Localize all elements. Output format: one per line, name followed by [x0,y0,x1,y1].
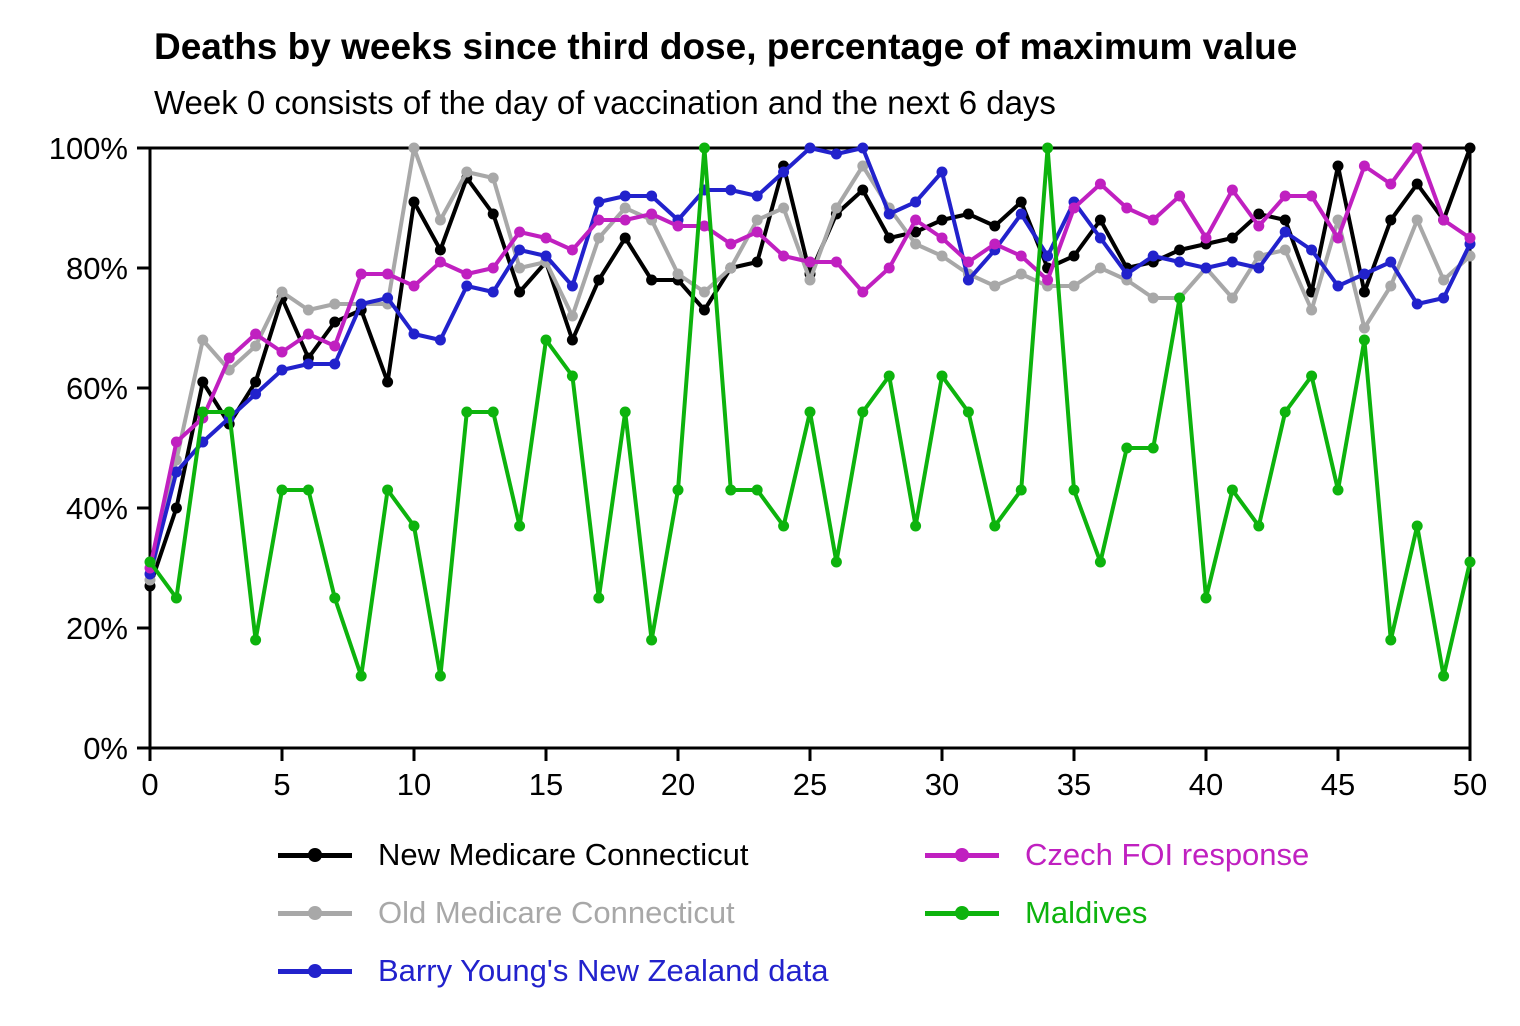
legend-label: Czech FOI response [1025,837,1310,872]
y-axis-tick-label: 40% [66,491,128,526]
y-axis-tick-label: 0% [83,731,128,766]
legend-label: Maldives [1025,895,1148,930]
legend-line-marker-icon [278,906,352,920]
y-axis-tick-label: 80% [66,251,128,286]
y-axis-tick-label: 20% [66,611,128,646]
x-axis-tick-label: 45 [1321,767,1355,802]
legend-line-marker-icon [925,906,999,920]
x-axis-tick-label: 25 [793,767,827,802]
x-axis-tick-label: 40 [1189,767,1223,802]
legend-item-czech-foi: Czech FOI response [925,826,1309,884]
x-axis-tick-label: 20 [661,767,695,802]
y-axis-tick-label: 60% [66,371,128,406]
x-axis-tick-label: 15 [529,767,563,802]
chart-subtitle: Week 0 consists of the day of vaccinatio… [154,84,1056,121]
line-chart-plot: 0% 20% 40% 60% 80% 100% 0 5 10 15 20 25 30 35 40 45 50 [49,131,1488,802]
x-axis-tick-label: 30 [925,767,959,802]
x-axis-tick-label: 5 [273,767,290,802]
x-axis-tick-label: 0 [141,767,158,802]
legend-line-marker-icon [278,848,352,862]
legend-label: New Medicare Connecticut [378,837,749,872]
series-line [148,146,1472,570]
legend-item-new-medicare-connecticut: New Medicare Connecticut [278,826,829,884]
legend-label: Barry Young's New Zealand data [378,953,829,988]
chart-legend: New Medicare Connecticut Old Medicare Co… [0,826,1520,1026]
legend-line-marker-icon [278,964,352,978]
x-axis-tick-label: 35 [1057,767,1091,802]
legend-item-old-medicare-connecticut: Old Medicare Connecticut [278,884,829,942]
legend-item-maldives: Maldives [925,884,1309,942]
legend-label: Old Medicare Connecticut [378,895,735,930]
y-axis-tick-label: 100% [49,131,128,166]
legend-item-barry-young-nz: Barry Young's New Zealand data [278,942,829,1000]
x-axis-tick-label: 10 [397,767,431,802]
chart-title: Deaths by weeks since third dose, percen… [154,26,1298,67]
x-axis-tick-label: 50 [1453,767,1487,802]
legend-line-marker-icon [925,848,999,862]
